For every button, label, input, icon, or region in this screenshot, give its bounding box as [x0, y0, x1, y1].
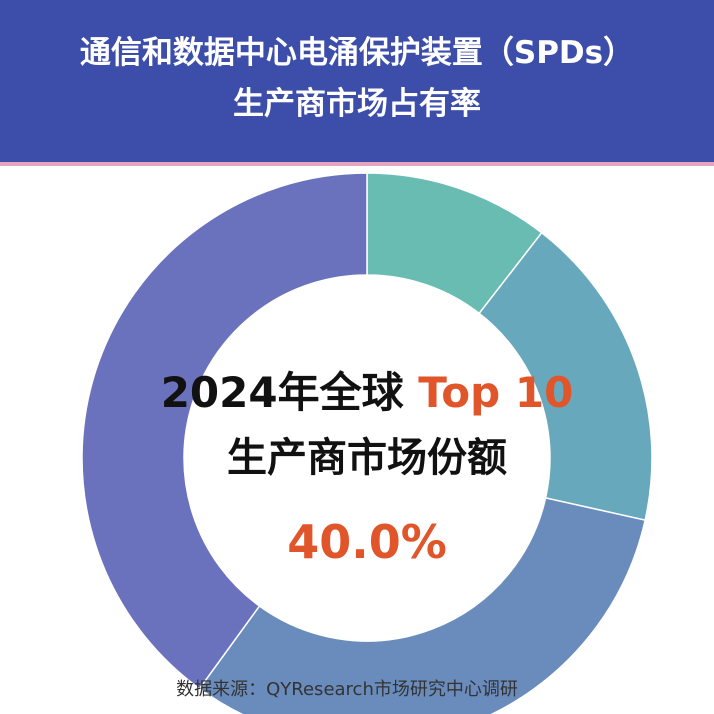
center-label-line1: 2024年全球 Top 10 — [0, 368, 714, 418]
donut-slice-4 — [81, 172, 368, 690]
center-label-accent: Top 10 — [418, 368, 574, 417]
data-source-note: 数据来源：QYResearch市场研究中心调研 — [176, 679, 518, 700]
chart-title-line1: 通信和数据中心电涌保护装置（SPDs） — [79, 35, 635, 71]
center-value: 40.0% — [287, 515, 447, 569]
center-label-prefix: 2024年全球 — [160, 368, 404, 417]
donut-slice-3 — [198, 497, 647, 714]
chart-title-line2: 生产商市场占有率 — [233, 86, 481, 122]
header-banner: 通信和数据中心电涌保护装置（SPDs） 生产商市场占有率 — [0, 0, 714, 166]
center-label-line2: 生产商市场份额 — [227, 435, 507, 481]
